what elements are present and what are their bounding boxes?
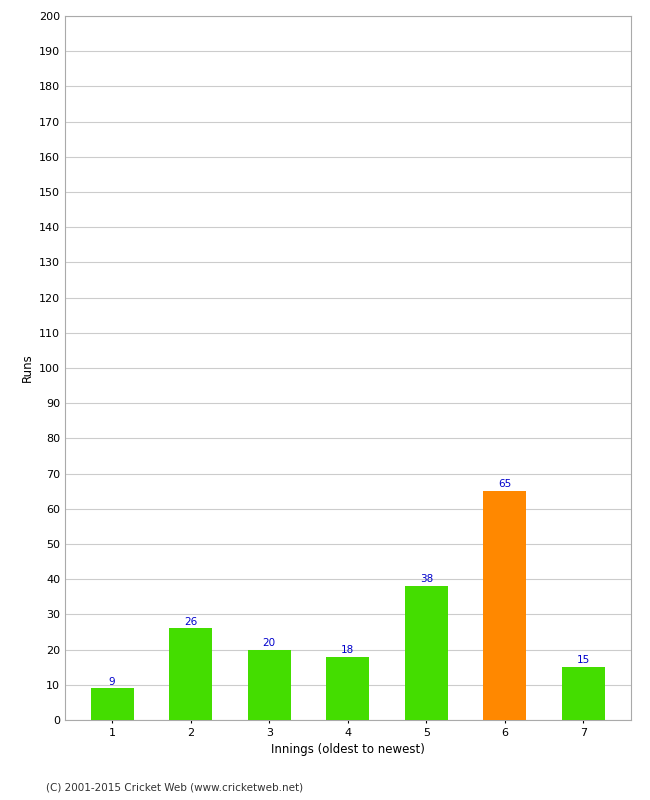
Text: 65: 65 (498, 479, 512, 490)
Text: 9: 9 (109, 677, 116, 686)
Text: 18: 18 (341, 645, 354, 655)
Text: 20: 20 (263, 638, 276, 648)
X-axis label: Innings (oldest to newest): Innings (oldest to newest) (271, 743, 424, 756)
Bar (326, 657, 369, 720)
Text: 38: 38 (420, 574, 433, 585)
Bar (405, 586, 448, 720)
Text: (C) 2001-2015 Cricket Web (www.cricketweb.net): (C) 2001-2015 Cricket Web (www.cricketwe… (46, 782, 303, 792)
Bar (248, 650, 291, 720)
Y-axis label: Runs: Runs (20, 354, 33, 382)
Text: 26: 26 (184, 617, 198, 626)
Bar (169, 629, 213, 720)
Bar (90, 688, 134, 720)
Text: 15: 15 (577, 655, 590, 666)
Bar (562, 667, 605, 720)
Bar (483, 491, 526, 720)
